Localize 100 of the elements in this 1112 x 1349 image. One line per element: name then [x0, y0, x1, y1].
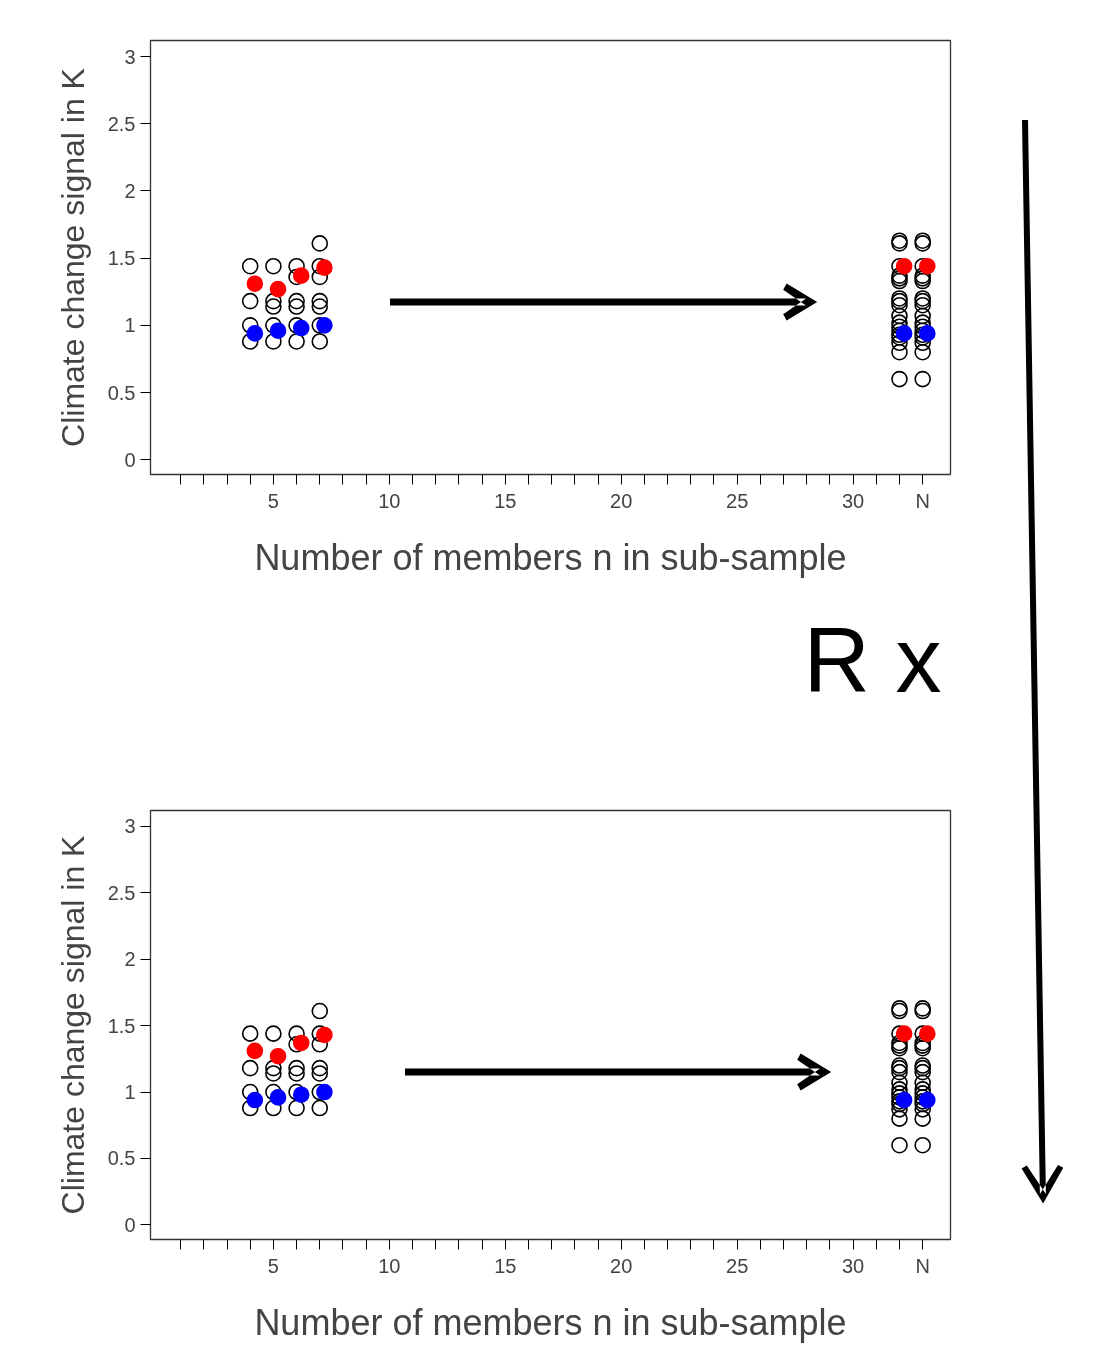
point: [241, 1083, 259, 1101]
point: [311, 1099, 329, 1117]
point: [914, 370, 931, 388]
point: [895, 257, 913, 275]
point: [919, 1091, 936, 1109]
y-tick-label: 3: [124, 45, 136, 68]
y-tick-label: 1.5: [107, 247, 136, 270]
x-tick-label: 20: [610, 489, 633, 512]
y-tick-label: 1: [124, 314, 136, 337]
x-axis-title: Number of members n in sub-sample: [254, 1301, 847, 1343]
x-tick-label: 10: [378, 1254, 401, 1277]
y-tick-label: 2: [124, 179, 136, 202]
point: [914, 296, 931, 314]
point: [241, 257, 259, 275]
point: [292, 1034, 310, 1052]
x-tick-label: 20: [610, 1254, 633, 1277]
point: [246, 275, 264, 292]
point: [919, 257, 936, 275]
y-tick-label: 1: [124, 1081, 136, 1104]
point: [288, 292, 305, 310]
x-tick-label: 5: [267, 1254, 279, 1277]
point: [246, 325, 264, 342]
y-tick-label: 0.5: [107, 1147, 136, 1170]
point: [891, 343, 908, 361]
point: [311, 292, 329, 310]
x-tick-label: N: [915, 489, 930, 512]
point: [891, 370, 908, 388]
point: [914, 307, 931, 325]
y-tick-label: 2: [124, 948, 136, 971]
y-tick-label: 0: [124, 448, 136, 471]
point: [241, 333, 259, 350]
point: [311, 333, 329, 350]
point: [919, 325, 936, 342]
y-axis-title: Climate change signal in K: [54, 835, 91, 1215]
point: [241, 317, 259, 334]
point: [269, 1047, 287, 1065]
point: [914, 1063, 931, 1081]
point: [316, 317, 333, 334]
point: [891, 296, 908, 314]
point: [311, 1059, 329, 1077]
point: [311, 1065, 329, 1082]
point: [265, 257, 282, 275]
point: [269, 280, 287, 298]
point: [241, 1059, 259, 1077]
point: [288, 1025, 305, 1042]
point: [914, 1074, 931, 1092]
point: [891, 1101, 908, 1118]
point: [241, 292, 259, 310]
point: [265, 1083, 282, 1101]
point: [288, 317, 305, 334]
point: [292, 267, 310, 284]
point: [288, 1099, 305, 1117]
x-tick-label: 30: [841, 1254, 865, 1277]
point: [265, 1059, 282, 1077]
y-tick-label: 3: [124, 815, 136, 838]
point: [265, 298, 282, 315]
point: [288, 1059, 305, 1077]
point: [914, 1101, 931, 1118]
point: [288, 1065, 305, 1082]
point: [914, 334, 931, 352]
point: [311, 298, 329, 315]
point: [246, 1042, 264, 1060]
x-tick-label: 15: [494, 489, 517, 512]
point: [895, 1091, 913, 1109]
point: [265, 1099, 282, 1117]
point: [914, 1110, 931, 1127]
point: [891, 1074, 908, 1092]
text: R x: [803, 608, 942, 711]
x-tick-label: 25: [726, 489, 749, 512]
point: [265, 1025, 282, 1042]
x-axis-title: Number of members n in sub-sample: [254, 536, 847, 578]
x-tick-label: 15: [494, 1254, 517, 1277]
point: [265, 317, 282, 334]
point: [895, 1025, 913, 1042]
y-tick-label: 0: [124, 1213, 136, 1236]
point: [241, 1025, 259, 1042]
x-tick-label: 25: [726, 1254, 749, 1277]
point: [265, 292, 282, 310]
point: [891, 314, 908, 331]
point: [288, 1083, 305, 1101]
point: [311, 268, 329, 286]
y-axis-title: Climate change signal in K: [54, 68, 91, 447]
point: [891, 1063, 908, 1081]
point: [311, 1002, 329, 1020]
point: [311, 1035, 329, 1053]
point: [241, 1099, 259, 1117]
point: [316, 1026, 333, 1044]
point: [919, 1025, 936, 1042]
y-tick-label: 2.5: [107, 112, 136, 135]
point: [311, 235, 329, 252]
point: [316, 259, 333, 276]
point: [265, 333, 282, 350]
point: [895, 325, 913, 342]
x-tick-label: N: [915, 1254, 930, 1277]
point: [316, 1083, 333, 1101]
point: [269, 322, 287, 340]
point: [288, 333, 305, 350]
point: [914, 1136, 931, 1154]
x-tick-label: 5: [267, 489, 279, 512]
x-tick-label: 10: [378, 489, 401, 512]
